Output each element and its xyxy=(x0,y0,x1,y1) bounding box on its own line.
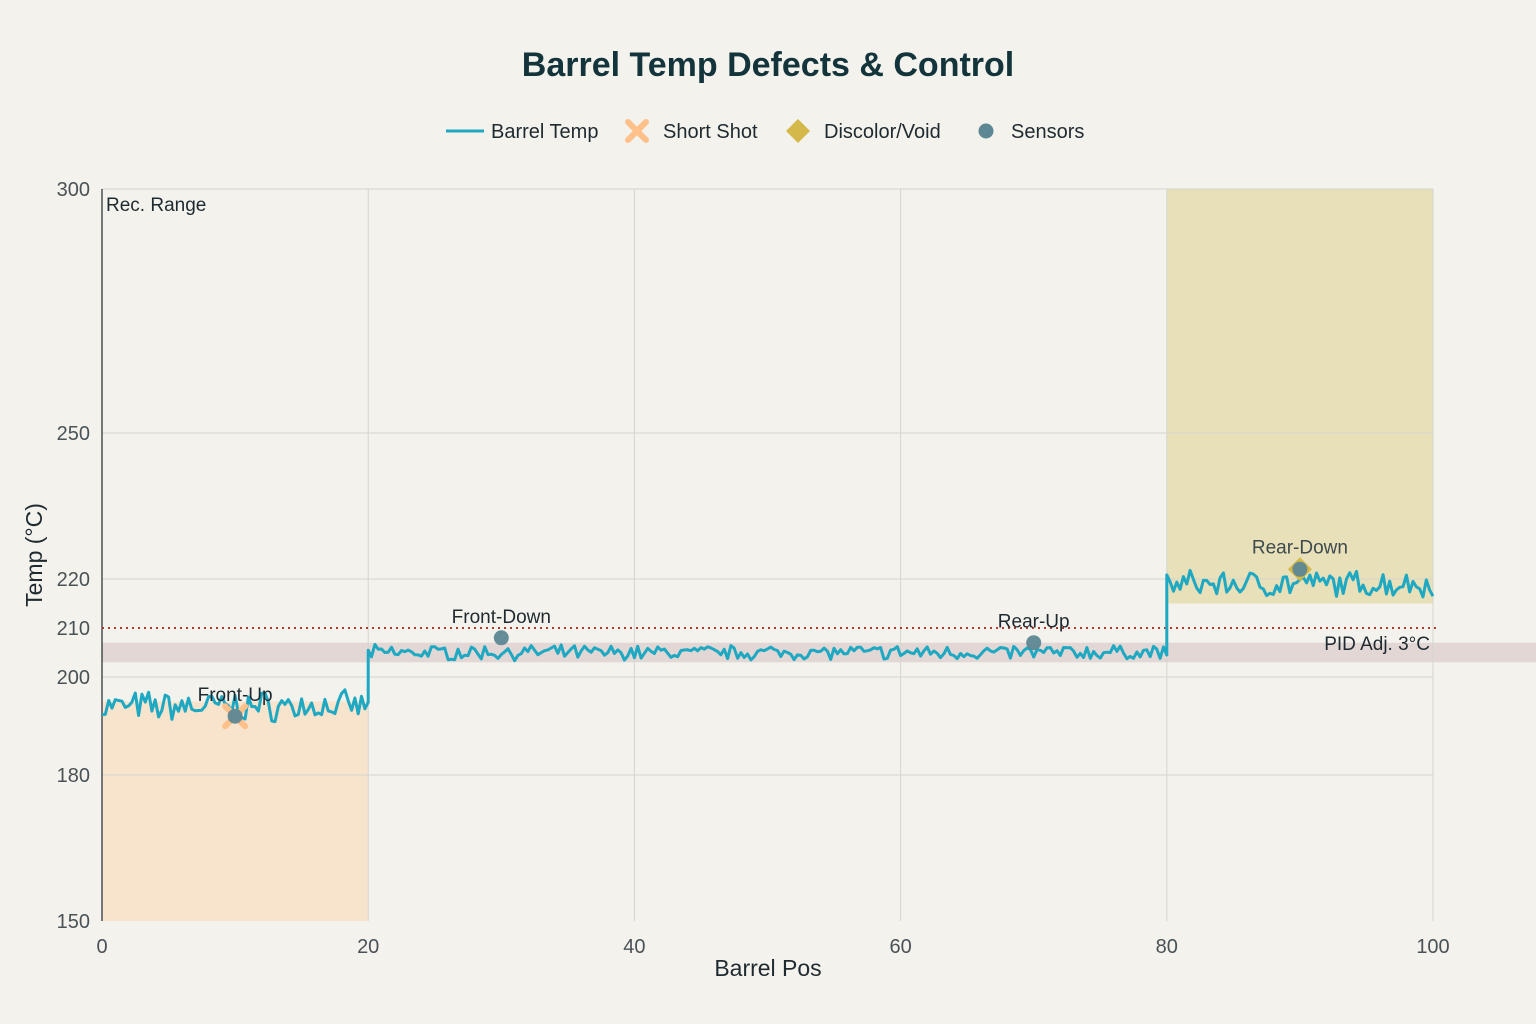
sensor-point xyxy=(493,630,509,646)
barrel-temp-line xyxy=(101,568,1435,724)
chart-title: Barrel Temp Defects & Control xyxy=(522,46,1014,84)
legend-label: Discolor/Void xyxy=(824,121,941,143)
y-tick-label: 150 xyxy=(57,911,90,933)
discolor-zone xyxy=(1166,189,1433,604)
legend-label: Short Shot xyxy=(663,121,758,143)
rec-range-label: Rec. Range xyxy=(106,195,206,216)
series-lines xyxy=(101,568,1435,724)
x-tick-label: 0 xyxy=(96,936,107,958)
x-tick-label: 40 xyxy=(623,936,645,958)
y-tick-label: 300 xyxy=(57,179,90,201)
grid xyxy=(102,188,1434,921)
y-tick-label: 220 xyxy=(57,569,90,591)
legend-diamond-swatch xyxy=(786,119,810,143)
x-tick-label: 20 xyxy=(357,936,379,958)
x-tick-label: 100 xyxy=(1416,936,1449,958)
legend-label: Barrel Temp xyxy=(491,121,598,143)
axes: 150 180 200 210 220 250 300 0 20 40 60 80 100 xyxy=(57,179,1450,958)
sensor-label: Front-Up xyxy=(198,685,273,706)
sensor-label: Front-Down xyxy=(452,607,551,628)
y-tick-label: 200 xyxy=(57,667,90,689)
markers: Front-Up Front-Down Rear-Up Rear-Down xyxy=(198,537,1348,730)
x-tick-label: 60 xyxy=(889,936,911,958)
legend: Barrel Temp Short Shot Discolor/Void Sensor… xyxy=(446,119,1084,143)
pid-adjust-label: PID Adj. 3°C xyxy=(1324,634,1430,655)
y-tick-label: 180 xyxy=(57,765,90,787)
y-tick-label: 210 xyxy=(57,618,90,640)
y-tick-label: 250 xyxy=(57,423,90,445)
x-axis-title: Barrel Pos xyxy=(714,955,821,981)
legend-circle-swatch xyxy=(978,123,994,139)
short-shot-zone xyxy=(102,701,369,921)
sensor-point xyxy=(1292,561,1308,577)
sensor-point xyxy=(1026,635,1042,651)
sensor-label: Rear-Up xyxy=(998,612,1070,633)
legend-label: Sensors xyxy=(1011,121,1084,143)
x-tick-label: 80 xyxy=(1156,936,1178,958)
sensor-label: Rear-Down xyxy=(1252,537,1348,558)
sensor-point xyxy=(227,708,243,724)
y-axis-title: Temp (°C) xyxy=(21,503,47,607)
legend-x-swatch xyxy=(625,119,649,143)
